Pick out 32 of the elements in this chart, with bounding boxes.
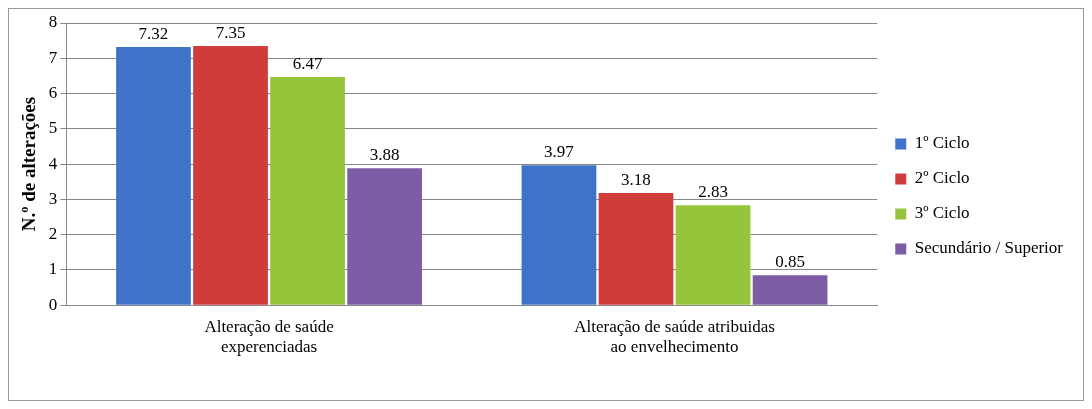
data-label: 6.47 [292,53,323,73]
legend-label: Secundário / Superior [914,238,1064,258]
data-label: 7.32 [138,23,169,43]
bar [521,165,597,305]
x-tick-label: Alteração de saúde experenciadas [204,316,334,357]
legend-label: 1º Ciclo [914,133,970,153]
data-label: 0.85 [775,252,805,272]
y-tick-label: 1 [48,259,58,279]
bar [270,76,345,305]
legend-label: 3º Ciclo [914,203,970,223]
y-tick-label: 5 [48,118,58,138]
data-label: 3.97 [544,142,575,162]
data-label: 3.18 [621,169,651,189]
legend-label: 2º Ciclo [914,168,970,188]
bar [193,45,268,305]
bar [752,275,828,305]
y-tick-label: 0 [48,294,58,314]
y-tick-label: 8 [48,12,58,32]
y-tick-label: 6 [48,83,58,103]
y-tick-label: 3 [48,188,58,208]
data-label: 3.88 [369,145,400,165]
data-label: 2.83 [698,182,728,202]
y-axis-title: N.º de alterações [18,96,40,232]
bar [598,193,674,305]
bar [347,168,422,305]
y-tick-label: 7 [48,47,58,67]
x-tick-label: Alteração de saúde atribuidas ao envelhecimento [574,316,775,357]
bar [675,205,751,305]
y-tick-label: 4 [48,153,58,173]
data-label: 7.35 [215,22,246,42]
bar [116,46,191,305]
y-tick-label: 2 [48,224,58,244]
